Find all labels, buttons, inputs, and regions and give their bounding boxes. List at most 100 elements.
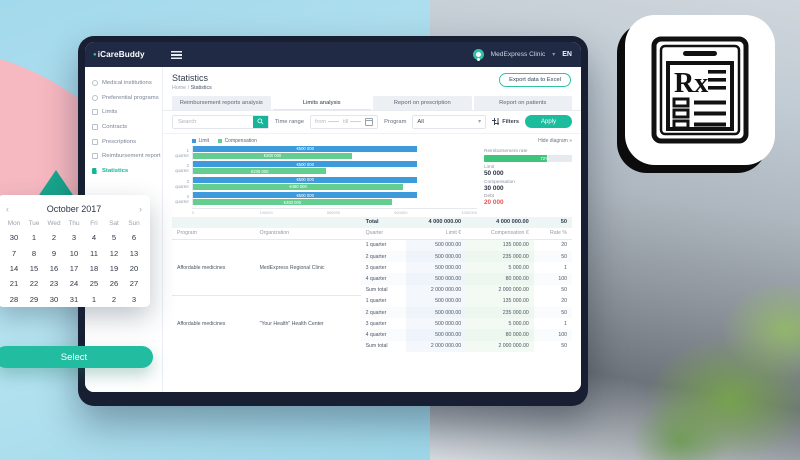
calendar-day[interactable]: 18 [89, 263, 99, 273]
table-row[interactable]: 2 quarter 500 000.00 235 000.00 50 [172, 307, 572, 319]
table-row[interactable]: 3 quarter 500 000.00 5 000.00 1 [172, 262, 572, 274]
calendar-day[interactable]: 27 [129, 279, 139, 289]
column-header-limit[interactable]: Limit € [405, 227, 467, 240]
avatar[interactable] [472, 49, 484, 60]
chevron-left-icon[interactable]: ‹ [6, 204, 9, 214]
calendar-day[interactable]: 11 [90, 248, 98, 258]
program-select[interactable]: All ▾ [412, 114, 487, 129]
calendar-day[interactable]: 25 [89, 279, 99, 289]
debt-value: 20 000 [484, 199, 504, 206]
chart-bar-limit[interactable]: €500 000 [193, 192, 418, 198]
user-name[interactable]: MedExpress Clinic [490, 51, 546, 58]
calendar-day[interactable]: 19 [109, 263, 119, 273]
calendar-day[interactable]: 1 [91, 294, 97, 304]
calendar-select-button[interactable]: Select [0, 346, 153, 368]
table-row[interactable]: Affordable medicines MedExpress Regional… [172, 238, 572, 296]
calendar-day[interactable]: 22 [29, 279, 39, 289]
column-header-program[interactable]: Program [172, 227, 255, 240]
table-sum-row[interactable]: Sum total 2 000 000.00 2 000 000.00 50 [172, 284, 572, 296]
calendar-day[interactable]: 10 [69, 248, 79, 258]
breadcrumb-home[interactable]: Home [172, 84, 187, 91]
calendar-day[interactable]: 7 [11, 248, 17, 258]
chart-bar-limit[interactable]: €500 000 [193, 145, 418, 152]
brand-logo[interactable]: ● iCareBuddy [85, 50, 163, 59]
date-picker-card[interactable]: ‹ October 2017 › Mon Tue Wed Thu Fri Sat… [0, 195, 150, 307]
calendar-day[interactable]: 30 [49, 294, 59, 304]
tab-report-on-patients[interactable]: Report on patients [473, 95, 572, 110]
table-row[interactable]: 3 quarter 500 000.00 5 000.00 1 [172, 318, 572, 330]
sidebar-item-statistics[interactable]: Statistics [85, 164, 162, 179]
table-row[interactable]: 2 quarter 500 000.00 235 000.00 50 [172, 251, 572, 263]
sidebar-item-prescriptions[interactable]: Prescriptions [85, 134, 162, 149]
apply-button[interactable]: Apply [524, 115, 572, 128]
chart-bar-compensation[interactable]: €300 000 [193, 152, 353, 159]
calendar-day[interactable]: 16 [49, 263, 59, 273]
calendar-day[interactable]: 21 [9, 279, 19, 289]
date-from[interactable]: from [315, 119, 339, 125]
calendar-day[interactable]: 20 [129, 263, 139, 273]
column-header-rate[interactable]: Rate % [533, 227, 572, 240]
tab-report-on-prescription[interactable]: Report on prescription [373, 95, 472, 110]
calendar-day[interactable]: 26 [109, 279, 119, 289]
chevron-down-icon[interactable]: ▾ [552, 52, 556, 58]
calendar-day[interactable]: 1 [31, 233, 37, 243]
table-row[interactable]: Affordable medicines "Your Health" Healt… [172, 295, 572, 352]
calendar-day[interactable]: 30 [9, 233, 19, 243]
sidebar-item-label: Reimbursement report [102, 153, 161, 160]
column-header-quarter[interactable]: Quarter [360, 227, 406, 240]
table-header-row: Program Organization Quarter Limit € Com… [172, 227, 572, 240]
calendar-day[interactable]: 2 [111, 294, 117, 304]
language-switch[interactable]: EN [562, 51, 572, 58]
calendar-day[interactable]: 31 [69, 294, 79, 304]
date-range-picker[interactable]: from till [309, 114, 379, 129]
calendar-day[interactable]: 23 [49, 279, 59, 289]
hide-diagram-button[interactable]: Hide diagram » [484, 138, 572, 144]
sidebar-item-contracts[interactable]: Contracts [85, 120, 162, 135]
legend-item-compensation[interactable]: Compensation [218, 138, 257, 144]
date-till[interactable]: till [343, 119, 362, 125]
calendar-day[interactable]: 2 [51, 233, 57, 243]
calendar-day[interactable]: 4 [91, 233, 97, 243]
export-to-excel-button[interactable]: Export data to Excel [499, 73, 571, 87]
sidebar-item-medical-institutions[interactable]: Medical institutions [85, 76, 162, 91]
sidebar-item-reimbursement-report[interactable]: Reimbursement report [85, 149, 162, 164]
calendar-day[interactable]: 6 [131, 233, 137, 243]
tab-reimbursement-reports-analysis[interactable]: Reimbursement reports analysis [172, 95, 271, 110]
calendar-day[interactable]: 28 [9, 294, 19, 304]
table-row[interactable]: 4 quarter 500 000.00 80 000.00 100 [172, 273, 572, 285]
column-header-organization[interactable]: Organization [254, 227, 361, 240]
calendar-day[interactable]: 9 [51, 248, 57, 258]
table-row[interactable]: 4 quarter 500 000.00 80 000.00 100 [172, 329, 572, 341]
statistics-table-wrapper[interactable]: Total 4 000 000.00 4 000 000.00 50 Progr… [163, 216, 581, 393]
calendar-day[interactable]: 5 [111, 233, 117, 243]
hamburger-icon[interactable] [163, 50, 189, 59]
tab-limits-analysis[interactable]: Limits analysis [272, 95, 371, 110]
calendar-day[interactable]: 14 [9, 263, 19, 273]
chart-bar-limit[interactable]: €500 000 [193, 176, 418, 183]
calendar-day[interactable]: 8 [31, 248, 37, 258]
search-input[interactable]: Search [178, 118, 197, 125]
chevron-right-icon[interactable]: › [139, 204, 142, 214]
calendar-day[interactable]: 3 [131, 294, 137, 304]
calendar-day[interactable]: 29 [29, 294, 39, 304]
filters-button[interactable]: Filters [492, 118, 519, 125]
sidebar-item-limits[interactable]: Limits [85, 105, 162, 120]
calendar-day[interactable]: 15 [29, 263, 39, 273]
search-field[interactable]: Search [172, 114, 269, 129]
legend-item-limit[interactable]: Limit [192, 138, 209, 144]
chart-bar-compensation[interactable]: €235 000 [193, 168, 327, 174]
calendar-day[interactable]: 12 [109, 248, 119, 258]
table-sum-row[interactable]: Sum total 2 000 000.00 2 000 000.00 50 [172, 340, 572, 352]
calendar-day[interactable]: 17 [69, 263, 79, 273]
sidebar-item-preferential-programs[interactable]: Preferential programs [85, 91, 162, 106]
calendar-icon[interactable] [365, 117, 374, 126]
search-icon[interactable] [252, 115, 268, 128]
chart-bar-compensation[interactable]: €460 000 [193, 199, 392, 205]
chart-bar-compensation[interactable]: €480 000 [193, 183, 404, 190]
chart-bar-limit[interactable]: €500 000 [193, 161, 418, 167]
app-screen: ● iCareBuddy MedExpress Clinic ▾ EN Medi… [85, 42, 581, 392]
calendar-day[interactable]: 24 [69, 279, 79, 289]
column-header-compensation[interactable]: Compensation € [466, 227, 534, 240]
calendar-day[interactable]: 3 [71, 233, 77, 243]
calendar-day[interactable]: 13 [129, 248, 139, 258]
